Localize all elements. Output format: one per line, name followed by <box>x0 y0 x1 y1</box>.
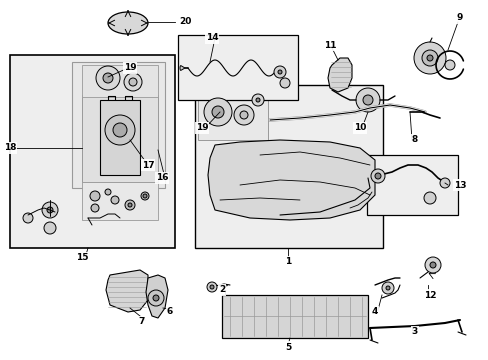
Circle shape <box>278 70 282 74</box>
Text: 6: 6 <box>166 307 173 316</box>
Circle shape <box>256 98 260 102</box>
Text: 19: 19 <box>195 123 208 132</box>
Text: 7: 7 <box>139 318 145 327</box>
Text: 17: 17 <box>142 161 154 170</box>
Bar <box>82 95 158 182</box>
Circle shape <box>128 203 132 207</box>
Circle shape <box>273 66 285 78</box>
Circle shape <box>42 202 58 218</box>
Circle shape <box>90 191 100 201</box>
Circle shape <box>44 222 56 234</box>
Circle shape <box>444 60 454 70</box>
Text: 13: 13 <box>453 180 465 189</box>
Circle shape <box>125 200 135 210</box>
Circle shape <box>424 257 440 273</box>
Circle shape <box>153 295 159 301</box>
Circle shape <box>413 42 445 74</box>
Circle shape <box>385 286 389 290</box>
Circle shape <box>141 192 149 200</box>
Circle shape <box>105 115 135 145</box>
Text: 15: 15 <box>76 253 88 262</box>
Polygon shape <box>146 275 168 318</box>
Bar <box>72 62 164 188</box>
Bar <box>82 182 158 220</box>
Text: 5: 5 <box>285 342 290 351</box>
Circle shape <box>105 189 111 195</box>
Polygon shape <box>207 140 374 220</box>
Bar <box>100 100 140 175</box>
Bar <box>222 295 367 338</box>
Wedge shape <box>180 66 184 71</box>
Bar <box>82 65 158 97</box>
Circle shape <box>148 290 163 306</box>
Text: 16: 16 <box>156 174 168 183</box>
Text: 10: 10 <box>353 123 366 132</box>
Text: 18: 18 <box>4 144 16 153</box>
Circle shape <box>113 123 127 137</box>
Bar <box>366 155 457 215</box>
Circle shape <box>439 178 449 188</box>
Circle shape <box>111 196 119 204</box>
Circle shape <box>421 50 437 66</box>
Circle shape <box>103 73 113 83</box>
Ellipse shape <box>108 12 148 34</box>
Circle shape <box>362 95 372 105</box>
Text: 9: 9 <box>456 13 462 22</box>
Circle shape <box>355 88 379 112</box>
Circle shape <box>125 20 131 26</box>
Text: 19: 19 <box>123 63 136 72</box>
Bar <box>178 35 297 100</box>
Text: 4: 4 <box>371 307 377 316</box>
Circle shape <box>129 78 137 86</box>
Text: 3: 3 <box>411 328 417 337</box>
Text: 14: 14 <box>205 33 218 42</box>
Bar <box>195 85 382 248</box>
Circle shape <box>47 207 53 213</box>
Circle shape <box>240 111 247 119</box>
Circle shape <box>280 78 289 88</box>
Text: 12: 12 <box>423 291 435 300</box>
Circle shape <box>23 213 33 223</box>
Text: 11: 11 <box>323 40 336 49</box>
Circle shape <box>426 55 432 61</box>
Circle shape <box>234 105 253 125</box>
Circle shape <box>124 73 142 91</box>
Polygon shape <box>106 270 148 312</box>
Circle shape <box>206 282 217 292</box>
Circle shape <box>120 15 136 31</box>
Circle shape <box>370 169 384 183</box>
Circle shape <box>96 66 120 90</box>
Text: 1: 1 <box>285 257 290 266</box>
Circle shape <box>209 285 214 289</box>
Circle shape <box>381 282 393 294</box>
Circle shape <box>203 98 231 126</box>
Bar <box>10 55 175 248</box>
Circle shape <box>423 192 435 204</box>
Circle shape <box>374 173 380 179</box>
Text: 20: 20 <box>179 18 191 27</box>
Circle shape <box>212 106 224 118</box>
Circle shape <box>251 94 264 106</box>
Text: 2: 2 <box>219 285 224 294</box>
Text: 8: 8 <box>411 135 417 144</box>
Circle shape <box>429 262 435 268</box>
Circle shape <box>91 204 99 212</box>
Bar <box>198 90 267 140</box>
Circle shape <box>142 194 147 198</box>
Polygon shape <box>327 58 351 92</box>
